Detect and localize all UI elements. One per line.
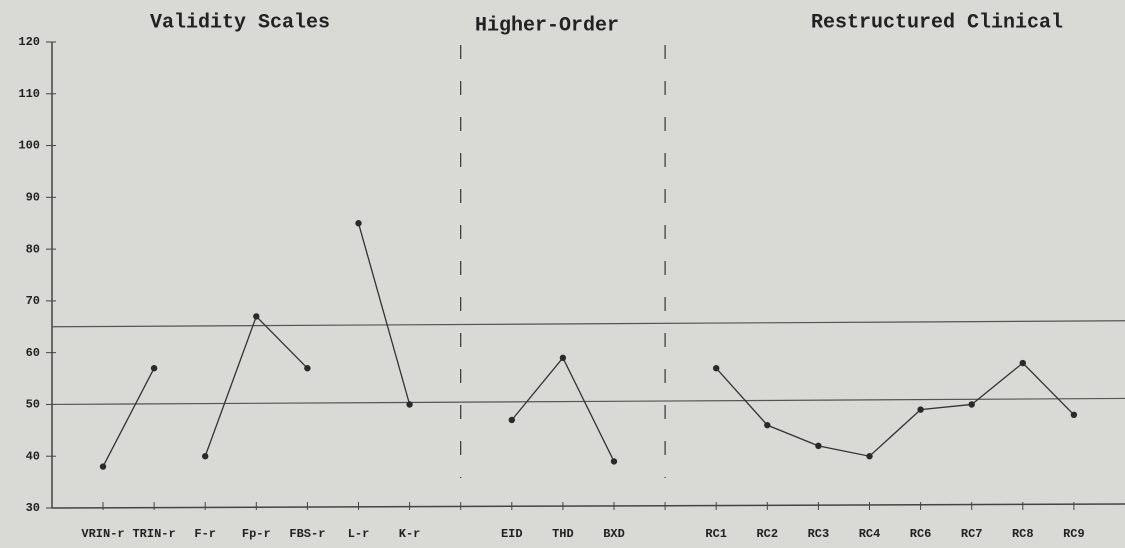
data-point [815, 442, 822, 450]
x-tick-label: FBS-r [289, 527, 325, 541]
data-point [150, 365, 158, 372]
y-tick-label: 50 [26, 398, 40, 412]
data-point [406, 401, 413, 408]
data-point [1070, 411, 1078, 418]
reference-line [51, 397, 1125, 406]
data-point [355, 220, 362, 227]
section-title: Higher-Order [475, 14, 619, 37]
profile-line [102, 223, 1075, 467]
x-tick-label: BXD [603, 527, 625, 541]
x-tick-label: RC9 [1063, 527, 1085, 541]
x-tick-label: VRIN-r [81, 527, 124, 541]
data-point [202, 453, 209, 460]
data-point [968, 401, 975, 408]
x-tick-label: F-r [194, 527, 216, 541]
y-tick-label: 110 [18, 87, 40, 101]
data-point [764, 421, 771, 429]
y-tick-label: 80 [26, 242, 40, 256]
data-point [304, 365, 311, 372]
data-point [713, 365, 720, 372]
y-tick-label: 60 [26, 346, 40, 360]
x-tick-label: RC4 [859, 527, 881, 541]
x-tick-label: Fp-r [242, 527, 271, 541]
data-point [99, 463, 107, 470]
x-tick-label: RC1 [705, 527, 727, 541]
reference-line [51, 320, 1125, 328]
data-point [610, 458, 618, 465]
x-tick-label: K-r [399, 527, 421, 541]
data-point [253, 313, 260, 320]
x-tick-label: EID [501, 527, 523, 541]
x-tick-label: THD [552, 527, 574, 541]
data-point [508, 416, 515, 424]
data-point [1019, 359, 1026, 367]
data-point [559, 354, 567, 362]
x-tick-label: RC7 [961, 527, 983, 541]
x-tick-label: TRIN-r [132, 527, 175, 541]
section-title: Validity Scales [150, 11, 330, 34]
y-tick-label: 30 [26, 501, 40, 515]
x-tick-label: RC6 [910, 527, 932, 541]
y-tick-label: 40 [26, 449, 40, 463]
data-point [917, 406, 924, 413]
y-tick-label: 120 [18, 35, 40, 49]
section-title: Restructured Clinical [811, 11, 1063, 34]
x-tick-label: RC8 [1012, 527, 1034, 541]
data-point [866, 453, 873, 460]
x-tick-label: L-r [348, 527, 370, 541]
y-tick-label: 100 [18, 139, 40, 153]
y-tick-label: 90 [26, 191, 40, 205]
y-tick-label: 70 [26, 294, 40, 308]
x-axis [51, 503, 1125, 509]
x-tick-label: RC2 [756, 527, 778, 541]
x-tick-label: RC3 [808, 527, 830, 541]
